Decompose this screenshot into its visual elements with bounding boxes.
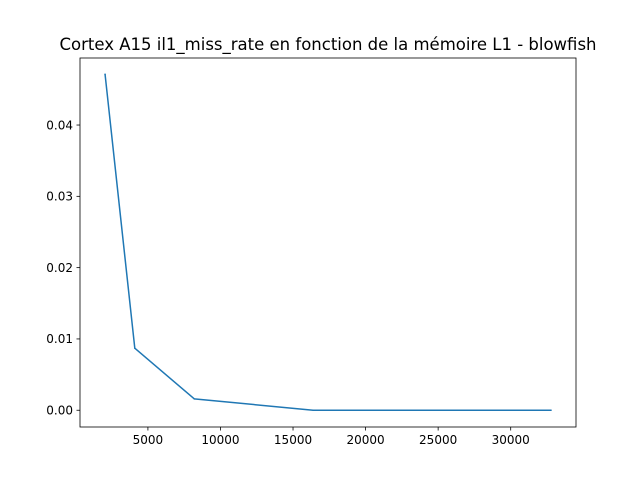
y-tick-label: 0.02 [46, 261, 73, 275]
x-tick-label: 20000 [346, 433, 384, 447]
y-tick-label: 0.03 [46, 190, 73, 204]
plot-area: 5000 10000 15000 20000 25000 30000 0.00 0.01 0.0… [46, 57, 577, 447]
data-point-0-4 [550, 409, 552, 411]
axes-frame [79, 57, 577, 428]
y-tick-label: 0.04 [46, 118, 73, 132]
y-tick-label: 0.00 [46, 404, 73, 418]
data-point-0-2 [193, 398, 195, 400]
data-point-0-0 [104, 73, 106, 76]
x-tick-label: 5000 [133, 433, 164, 447]
x-tick-label: 30000 [492, 433, 530, 447]
data-point-0-1 [134, 347, 136, 349]
x-tick-label: 15000 [274, 433, 312, 447]
data-point-0-3 [312, 409, 314, 411]
y-tick-label: 0.01 [46, 332, 73, 346]
chart-title: Cortex A15 il1_miss_rate en fonction de … [59, 35, 596, 55]
x-tick-label: 25000 [419, 433, 457, 447]
x-tick-label: 10000 [201, 433, 239, 447]
